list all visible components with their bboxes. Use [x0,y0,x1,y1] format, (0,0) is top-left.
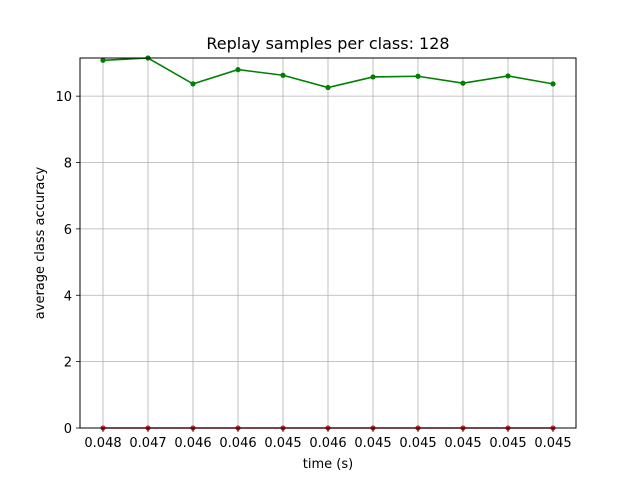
y-tick-label: 2 [64,356,72,371]
x-tick-label: 0.045 [489,436,526,451]
data-point [280,72,286,78]
series-0 [100,55,556,91]
data-point [235,67,241,73]
data-point [370,74,376,80]
y-tick-label: 0 [64,422,72,437]
y-tick-label: 6 [64,223,72,238]
data-point [460,80,466,86]
data-point [550,81,556,87]
x-tick-label: 0.045 [354,436,391,451]
data-point [190,81,196,87]
y-tick-label: 4 [64,289,72,304]
x-tick-label: 0.046 [174,436,211,451]
x-axis-label: time (s) [303,457,353,472]
x-tick-label: 0.046 [309,436,346,451]
grid [80,58,576,429]
x-tick-label: 0.045 [534,436,571,451]
x-tick-label: 0.045 [399,436,436,451]
data-point [505,73,511,79]
data-point [325,84,331,91]
y-axis-label: average class accuracy [33,166,48,319]
y-tick-label: 10 [55,90,72,105]
data-point [415,73,421,79]
y-axis-ticks: 0 2 4 6 8 10 [55,90,80,437]
x-tick-label: 0.047 [129,436,166,451]
chart-title: Replay samples per class: 128 [206,34,449,53]
data-point [100,57,106,63]
y-tick-label: 8 [64,157,72,172]
x-tick-label: 0.046 [219,436,256,451]
x-axis-ticks: 0.048 0.047 0.046 0.046 0.045 0.046 0.045 0.045… [84,428,572,451]
x-tick-label: 0.048 [84,436,121,451]
x-tick-label: 0.045 [264,436,301,451]
x-tick-label: 0.045 [444,436,481,451]
